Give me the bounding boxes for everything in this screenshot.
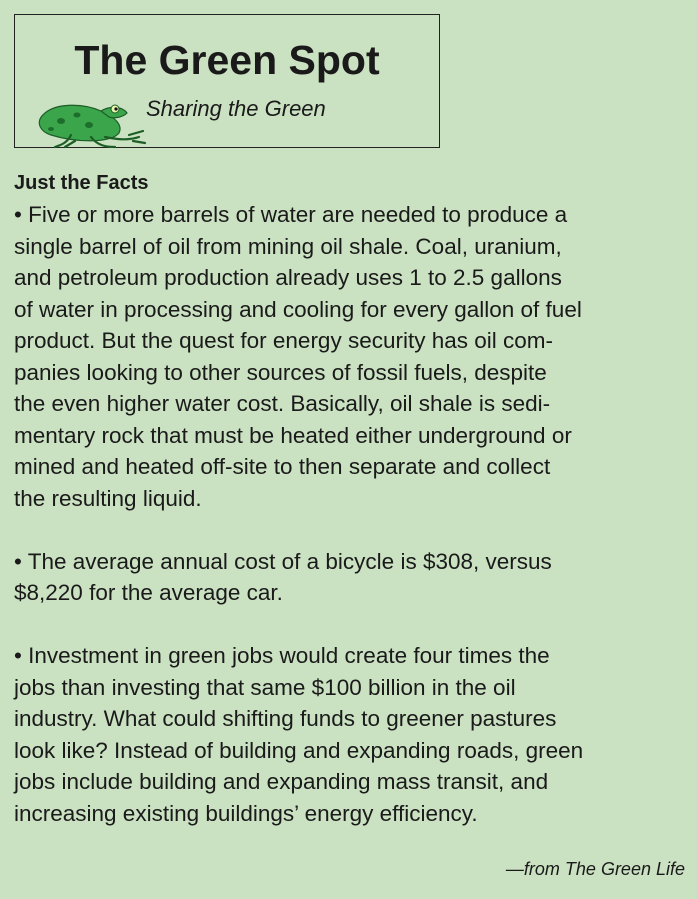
text-line: product. But the quest for energy securi… (14, 325, 583, 357)
text-line: the resulting liquid. (14, 483, 583, 515)
text-line: industry. What could shifting funds to g… (14, 703, 583, 735)
text-line: of water in processing and cooling for e… (14, 294, 583, 326)
text-line: jobs include building and expanding mass… (14, 766, 583, 798)
text-line: increasing existing buildings’ energy ef… (14, 798, 583, 830)
text-line: jobs than investing that same $100 billi… (14, 672, 583, 704)
text-line: panies looking to other sources of fossi… (14, 357, 583, 389)
page: The Green Spot Sharing the Green Just th… (0, 0, 697, 899)
text-line: $8,220 for the average car. (14, 577, 583, 609)
text-line: look like? Instead of building and expan… (14, 735, 583, 767)
masthead: The Green Spot Sharing the Green (14, 14, 440, 148)
title: The Green Spot (15, 37, 439, 83)
text-line: and petroleum production already uses 1 … (14, 262, 583, 294)
text-line: • The average annual cost of a bicycle i… (14, 546, 583, 578)
paragraph: • Five or more barrels of water are need… (14, 199, 583, 514)
paragraph: • The average annual cost of a bicycle i… (14, 546, 583, 609)
paragraph: • Investment in green jobs would create … (14, 640, 583, 829)
text-line: • Five or more barrels of water are need… (14, 199, 583, 231)
text-line: the even higher water cost. Basically, o… (14, 388, 583, 420)
frog-icon (31, 91, 149, 149)
text-line: mentary rock that must be heated either … (14, 420, 583, 452)
text-line: single barrel of oil from mining oil sha… (14, 231, 583, 263)
section-heading: Just the Facts (14, 170, 148, 196)
attribution: —from The Green Life (506, 857, 685, 881)
text-line: • Investment in green jobs would create … (14, 640, 583, 672)
subtitle: Sharing the Green (146, 95, 326, 123)
text-line: mined and heated off-site to then separa… (14, 451, 583, 483)
section-body: • Five or more barrels of water are need… (14, 199, 583, 861)
